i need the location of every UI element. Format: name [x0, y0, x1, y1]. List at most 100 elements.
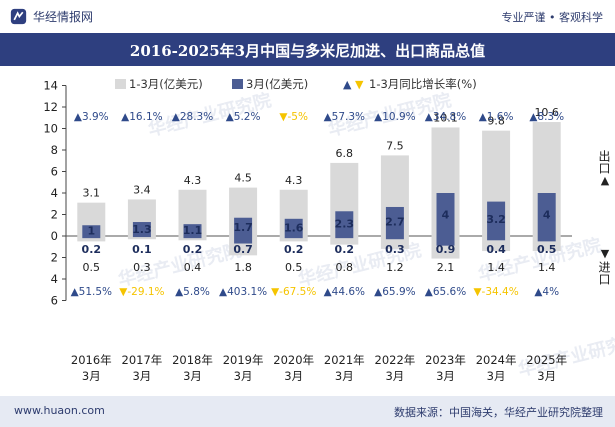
title-bar: 2016-2025年3月中国与多米尼加进、出口商品总值	[0, 33, 615, 66]
export-month-bar	[385, 206, 404, 236]
y-tick-label: 10	[43, 122, 58, 136]
y-tick-label: 6	[51, 294, 58, 308]
import-cumulative-label: 0.4	[184, 261, 202, 274]
triangle-up-icon: ▲	[600, 174, 610, 187]
x-tick-label: 3月	[335, 369, 354, 383]
export-month-bar	[487, 201, 506, 236]
y-tick-label: 12	[43, 100, 58, 114]
import-cumulative-label: 0.3	[133, 261, 151, 274]
import-side-label: ▼ 进口	[597, 247, 613, 285]
export-month-label: 2.3	[335, 218, 355, 231]
export-cumulative-label: 4.5	[234, 172, 252, 185]
brand: 华经情报网	[10, 8, 93, 25]
y-tick-label: 4	[51, 186, 58, 200]
export-month-label: 4	[543, 209, 551, 222]
x-tick-label: 3月	[234, 369, 253, 383]
import-month-bar	[234, 236, 253, 244]
import-month-label: 0.2	[82, 243, 102, 256]
export-growth-label: ▲1.6%	[479, 111, 514, 123]
export-cumulative-label: 6.8	[336, 147, 354, 160]
import-growth-label: ▲65.6%	[425, 286, 466, 298]
y-tick-label: 2	[51, 251, 58, 265]
export-month-bar	[284, 218, 303, 236]
import-month-bar	[183, 236, 202, 239]
y-tick-label: 4	[51, 272, 58, 286]
import-month-bar	[335, 236, 354, 239]
y-tick-label: 2	[51, 208, 58, 222]
import-growth-label: ▲4%	[534, 286, 559, 298]
import-cumulative-bar	[279, 236, 308, 242]
y-tick-label: 6	[51, 165, 58, 179]
legend-swatch-month	[232, 79, 243, 89]
export-month-bar	[436, 193, 455, 236]
import-cumulative-bar	[330, 236, 359, 245]
export-growth-label: ▲16.1%	[121, 111, 162, 123]
import-growth-label: ▼-67.5%	[271, 286, 316, 298]
export-month-label: 3.2	[486, 213, 506, 226]
import-month-label: 0.9	[436, 243, 456, 256]
import-month-bar	[487, 236, 506, 241]
import-month-label: 0.3	[385, 243, 405, 256]
import-month-label: 0.7	[233, 243, 253, 256]
legend-label-growth: 1-3月同比增长率(%)	[369, 77, 477, 91]
chart-title: 2016-2025年3月中国与多米尼加进、出口商品总值	[129, 42, 486, 60]
x-tick-label: 3月	[537, 369, 556, 383]
export-cumulative-label: 7.5	[386, 139, 404, 152]
import-cumulative-label: 0.8	[336, 261, 354, 274]
export-cumulative-label: 3.4	[133, 183, 151, 196]
import-month-bar	[132, 236, 151, 238]
triangle-down-icon: ▼	[600, 247, 610, 260]
import-growth-label: ▼-34.4%	[473, 286, 518, 298]
import-growth-label: ▲65.9%	[374, 286, 415, 298]
export-month-bar	[537, 193, 556, 236]
x-tick-label: 3月	[487, 369, 506, 383]
export-month-label: 1.6	[284, 221, 304, 234]
x-tick-label: 3月	[183, 369, 202, 383]
x-tick-label: 2023年	[425, 353, 466, 367]
y-tick-label: 14	[43, 79, 58, 93]
export-month-bar	[234, 217, 253, 236]
top-bar: 华经情报网 专业严谨 • 客观科学	[0, 0, 615, 33]
x-tick-label: 2021年	[324, 353, 365, 367]
export-growth-label: ▲57.3%	[324, 111, 365, 123]
legend-triangle-up-icon: ▲	[343, 78, 352, 91]
import-month-bar	[284, 236, 303, 239]
export-growth-label: ▼-5%	[279, 111, 308, 123]
import-growth-label: ▲403.1%	[219, 286, 267, 298]
import-month-label: 0.2	[284, 243, 304, 256]
export-month-bar	[335, 211, 354, 236]
export-month-label: 1	[87, 225, 95, 238]
import-growth-label: ▲51.5%	[71, 286, 112, 298]
import-side-text: 进口	[597, 261, 611, 285]
export-side-label: 出口 ▲	[597, 150, 613, 188]
export-cumulative-label: 4.3	[184, 174, 202, 187]
export-growth-label: ▲28.3%	[172, 111, 213, 123]
legend-label-month: 3月(亿美元)	[246, 77, 308, 91]
import-cumulative-label: 1.4	[538, 261, 556, 274]
x-tick-label: 2025年	[526, 353, 567, 367]
import-cumulative-label: 1.8	[234, 261, 252, 274]
import-month-bar	[537, 236, 556, 242]
x-tick-label: 2024年	[476, 353, 517, 367]
import-month-label: 0.4	[486, 243, 506, 256]
import-cumulative-bar	[127, 236, 156, 240]
x-tick-label: 3月	[284, 369, 303, 383]
export-cumulative-label: 10.1	[433, 111, 458, 124]
x-tick-label: 2017年	[122, 353, 163, 367]
x-tick-label: 3月	[385, 369, 404, 383]
import-month-label: 0.2	[335, 243, 355, 256]
import-cumulative-label: 1.4	[487, 261, 505, 274]
x-tick-label: 2019年	[223, 353, 264, 367]
legend-triangle-down-icon: ▼	[355, 78, 364, 91]
x-tick-label: 2016年	[71, 353, 112, 367]
export-growth-label: ▲5.2%	[226, 111, 261, 123]
export-month-label: 1.3	[132, 223, 152, 236]
x-tick-label: 3月	[82, 369, 101, 383]
import-cumulative-label: 0.5	[285, 261, 303, 274]
y-tick-label: 8	[51, 143, 58, 157]
export-cumulative-label: 4.3	[285, 174, 303, 187]
x-tick-label: 3月	[436, 369, 455, 383]
export-cumulative-label: 10.6	[534, 106, 559, 119]
export-month-label: 2.7	[385, 215, 405, 228]
